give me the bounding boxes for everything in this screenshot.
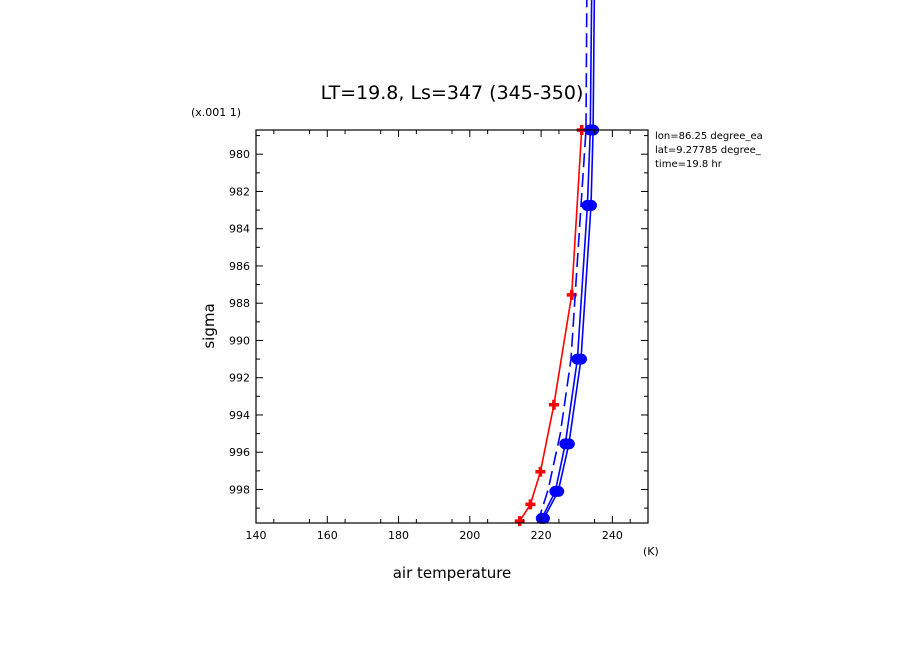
series-3-marker	[559, 438, 572, 450]
y-axis-label: sigma	[200, 303, 218, 348]
annotation-lon: lon=86.25 degree_ea	[655, 131, 763, 142]
series-1-marker	[535, 466, 546, 477]
series-3-marker	[549, 485, 562, 497]
x-tick-label: 200	[459, 529, 480, 542]
y-tick-label: 990	[229, 334, 250, 347]
series-4-line	[536, 0, 588, 524]
x-tick-label: 180	[388, 529, 409, 542]
x-axis-label: air temperature	[393, 564, 512, 582]
x-tick-label: 220	[531, 529, 552, 542]
y-tick-label: 986	[229, 260, 250, 273]
y-tick-label: 998	[229, 483, 250, 496]
chart-title: LT=19.8, Ls=347 (345-350)	[321, 82, 584, 104]
series-1-marker	[548, 399, 559, 410]
x-tick-label: 240	[602, 529, 623, 542]
plot-frame	[255, 129, 649, 524]
series-1	[514, 125, 587, 527]
y-tick-label: 982	[229, 185, 250, 198]
info-annotations: lon=86.25 degree_ea lat=9.27785 degree_ …	[655, 131, 763, 170]
annotation-lat: lat=9.27785 degree_	[655, 145, 762, 156]
series-3-marker	[581, 199, 594, 211]
series-1-line	[519, 129, 583, 522]
series-1-marker	[525, 499, 536, 510]
x-tick-label: 160	[317, 529, 338, 542]
y-tick-label: 992	[229, 372, 250, 385]
y-tick-label: 988	[229, 297, 250, 310]
x-tick-label: 140	[246, 529, 267, 542]
y-tick-label: 996	[229, 446, 250, 459]
annotation-time: time=19.8 hr	[655, 159, 723, 170]
y-scale-label: (x.001 1)	[191, 106, 241, 119]
y-tick-label: 980	[229, 148, 250, 161]
y-tick-label: 984	[229, 223, 250, 236]
y-tick-label: 994	[229, 409, 250, 422]
x-unit-label: (K)	[643, 545, 659, 558]
series-3-marker	[571, 353, 584, 365]
axes-layer: 140 160 180 200 220 240 980 982 984 986 988 990 992 9…	[229, 129, 649, 542]
series-layer	[514, 0, 600, 527]
series-4	[536, 0, 588, 524]
